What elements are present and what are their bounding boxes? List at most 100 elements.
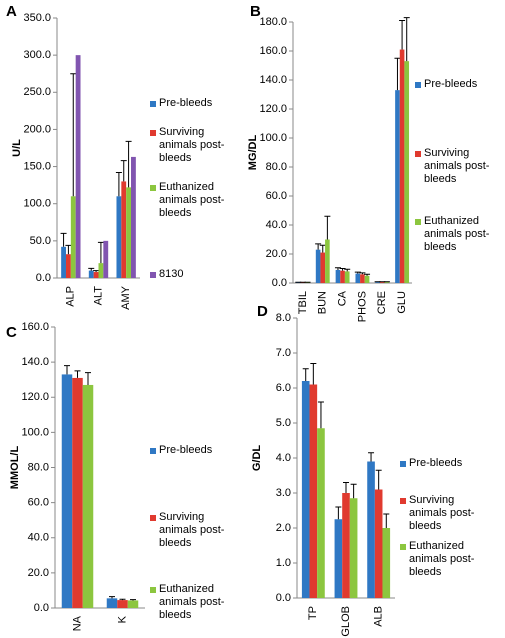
y-tick-label: 0.0 xyxy=(36,272,51,284)
legend-label: Surviving animals post-bleeds xyxy=(424,147,490,185)
bar xyxy=(126,187,132,278)
legend-label: Surviving animals post-bleeds xyxy=(159,126,225,164)
y-tick-label: 140.0 xyxy=(259,74,287,86)
error-bar xyxy=(310,363,317,385)
error-bar xyxy=(343,482,349,493)
y-axis-label: U/L xyxy=(11,139,23,157)
error-bar xyxy=(319,244,326,253)
legend-swatch xyxy=(400,498,406,504)
y-tick-label: 300.0 xyxy=(23,49,51,61)
y-tick-label: 7.0 xyxy=(276,347,291,359)
bar xyxy=(317,428,325,598)
error-bar xyxy=(375,469,382,490)
y-tick-label: 0.0 xyxy=(34,602,49,614)
legend-swatch xyxy=(150,185,156,191)
bar xyxy=(375,282,380,283)
legend-label: Euthanized animals post-bleeds xyxy=(159,583,225,621)
x-tick-label: ALP xyxy=(65,286,77,307)
x-tick-label: BUN xyxy=(317,291,329,314)
y-tick-label: 350.0 xyxy=(23,12,51,24)
error-bar xyxy=(354,271,361,274)
legend-swatch xyxy=(415,151,421,157)
bar xyxy=(82,384,94,608)
error-bar xyxy=(302,368,309,381)
error-bar xyxy=(74,370,81,378)
error-bar xyxy=(364,273,371,276)
bar xyxy=(61,374,73,608)
error-bar xyxy=(125,140,132,188)
bar xyxy=(340,270,345,283)
error-bar xyxy=(403,17,410,62)
x-tick-label: NA xyxy=(71,615,83,631)
bar xyxy=(384,282,390,283)
legend-label: Euthanized animals post-bleeds xyxy=(409,540,475,578)
y-tick-label: 140.0 xyxy=(21,356,49,368)
error-bar xyxy=(65,244,72,255)
legend-swatch xyxy=(150,130,156,136)
x-tick-label: TBIL xyxy=(297,291,309,314)
error-bar xyxy=(97,241,104,264)
x-tick-label: TP xyxy=(307,606,319,620)
legend-swatch xyxy=(400,544,406,550)
legend-swatch xyxy=(150,448,156,454)
legend-swatch xyxy=(415,219,421,225)
y-tick-label: 100.0 xyxy=(21,426,49,438)
error-bar xyxy=(339,268,346,271)
bar xyxy=(88,270,94,278)
y-tick-label: 60.0 xyxy=(28,497,49,509)
x-tick-label: AMY xyxy=(120,285,132,310)
bar xyxy=(355,273,361,283)
y-tick-label: 160.0 xyxy=(21,321,49,333)
y-tick-label: 3.0 xyxy=(276,487,291,499)
legend-label: Euthanized animals post-bleeds xyxy=(159,181,225,219)
y-tick-label: 8.0 xyxy=(276,312,291,324)
legend-label: Pre-bleeds xyxy=(424,78,478,90)
bar xyxy=(309,384,318,598)
error-bar xyxy=(335,506,342,520)
y-tick-label: 180.0 xyxy=(259,16,287,28)
legend-swatch xyxy=(150,101,156,107)
y-tick-label: 150.0 xyxy=(23,160,51,172)
error-bar xyxy=(334,267,341,270)
error-bar xyxy=(399,20,406,50)
y-tick-label: 2.0 xyxy=(276,522,291,534)
bar xyxy=(399,49,405,283)
legend-swatch xyxy=(415,82,421,88)
bar xyxy=(315,249,321,283)
y-tick-label: 250.0 xyxy=(23,86,51,98)
legend-label: Surviving animals post-bleeds xyxy=(159,511,225,549)
y-tick-label: 20.0 xyxy=(28,567,49,579)
error-bar xyxy=(130,599,136,601)
error-bar xyxy=(64,365,70,375)
bar xyxy=(127,600,139,608)
bar xyxy=(93,272,99,278)
bar xyxy=(344,271,350,283)
y-tick-label: 80.0 xyxy=(266,161,287,173)
error-bar xyxy=(115,172,122,197)
y-tick-label: 40.0 xyxy=(266,219,287,231)
error-bar xyxy=(60,232,67,247)
bar xyxy=(116,196,122,278)
legend-swatch xyxy=(150,272,156,278)
bar xyxy=(106,598,118,608)
error-bar xyxy=(85,372,91,385)
bar xyxy=(98,263,104,278)
legend-label: 8130 xyxy=(159,268,184,280)
bar xyxy=(325,239,330,283)
error-bar xyxy=(88,267,95,271)
y-tick-label: 120.0 xyxy=(21,391,49,403)
error-bar xyxy=(394,57,401,91)
y-tick-label: 60.0 xyxy=(266,190,287,202)
legend-label: Pre-bleeds xyxy=(159,97,213,109)
bar xyxy=(131,156,136,278)
error-bar xyxy=(317,401,324,429)
bar xyxy=(65,254,71,278)
error-bar xyxy=(368,452,375,462)
panel-label: A xyxy=(6,3,17,20)
y-tick-label: 4.0 xyxy=(276,452,291,464)
bar xyxy=(320,252,326,283)
x-tick-label: CRE xyxy=(376,291,388,314)
y-tick-label: 0.0 xyxy=(272,277,287,289)
bar xyxy=(75,55,81,279)
